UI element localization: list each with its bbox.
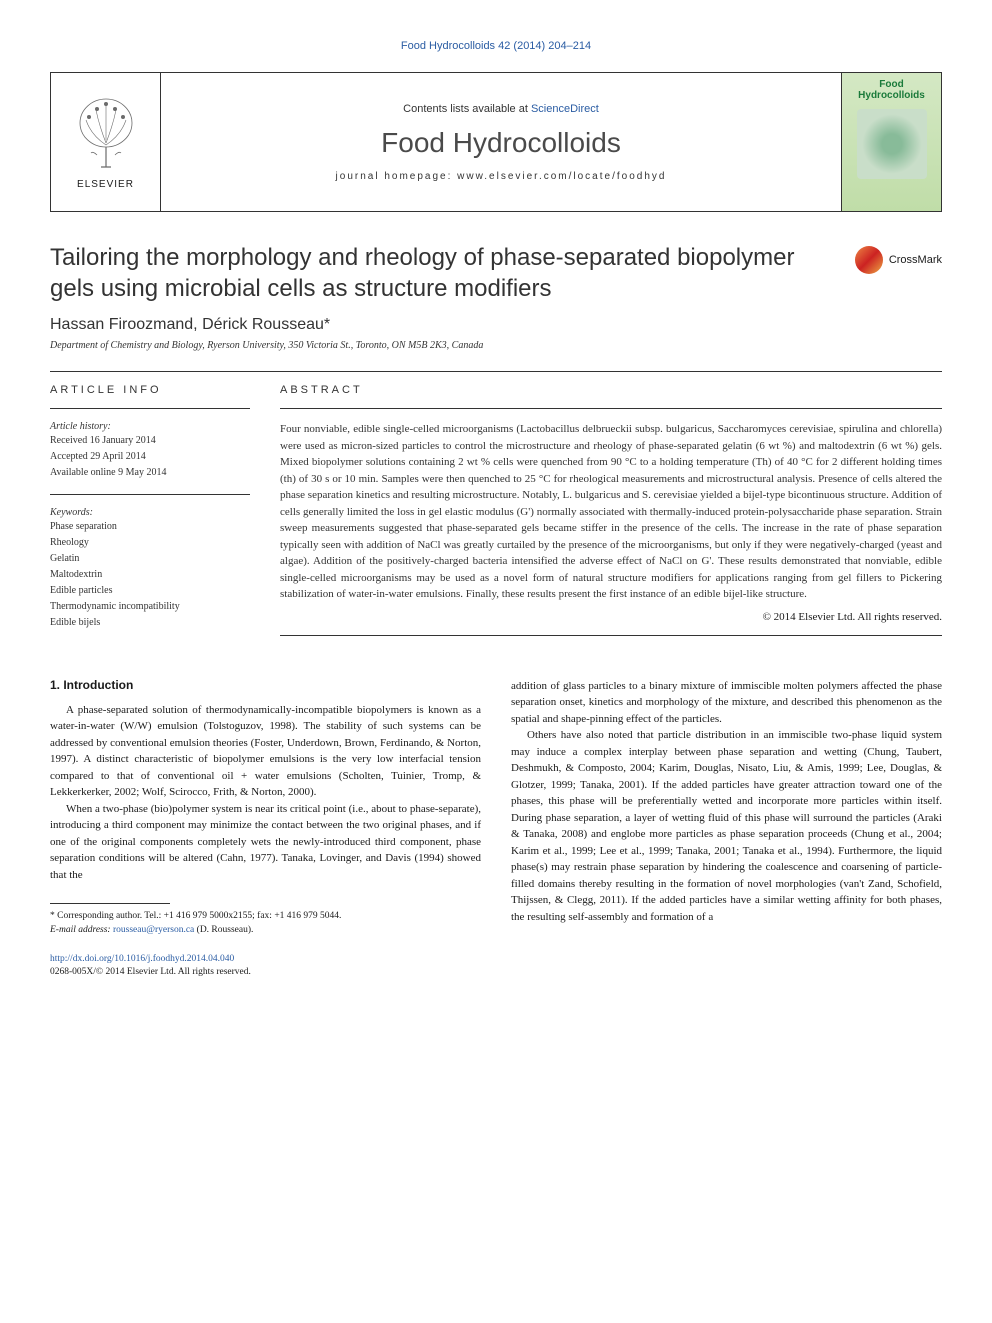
- email-label: E-mail address:: [50, 925, 113, 935]
- abstract-heading: ABSTRACT: [280, 384, 942, 396]
- divider: [50, 371, 942, 372]
- corresponding-author-footnote: * Corresponding author. Tel.: +1 416 979…: [50, 910, 481, 937]
- keyword: Rheology: [50, 536, 250, 550]
- abstract-copyright: © 2014 Elsevier Ltd. All rights reserved…: [280, 611, 942, 623]
- keyword: Edible particles: [50, 584, 250, 598]
- article-history-block: Article history: Received 16 January 201…: [50, 421, 250, 480]
- email-link[interactable]: rousseau@ryerson.ca: [113, 925, 194, 935]
- abstract-text: Four nonviable, edible single-celled mic…: [280, 421, 942, 603]
- article-info-heading: ARTICLE INFO: [50, 384, 250, 396]
- received-date: Received 16 January 2014: [50, 434, 250, 448]
- info-abstract-row: ARTICLE INFO Article history: Received 1…: [50, 384, 942, 648]
- divider: [280, 635, 942, 636]
- keywords-label: Keywords:: [50, 507, 250, 518]
- cover-image: [857, 109, 927, 179]
- authors: Hassan Firoozmand, Dérick Rousseau*: [50, 316, 942, 334]
- crossmark-label: CrossMark: [889, 254, 942, 266]
- body-paragraph: When a two-phase (bio)polymer system is …: [50, 801, 481, 884]
- history-label: Article history:: [50, 421, 250, 432]
- abstract-column: ABSTRACT Four nonviable, edible single-c…: [280, 384, 942, 648]
- keyword: Thermodynamic incompatibility: [50, 600, 250, 614]
- issn-line: 0268-005X/© 2014 Elsevier Ltd. All right…: [50, 966, 481, 979]
- body-left-column: 1. Introduction A phase-separated soluti…: [50, 678, 481, 980]
- divider: [280, 408, 942, 409]
- accepted-date: Accepted 29 April 2014: [50, 450, 250, 464]
- contents-prefix: Contents lists available at: [403, 103, 531, 115]
- journal-citation[interactable]: Food Hydrocolloids 42 (2014) 204–214: [50, 40, 942, 52]
- page-footer: http://dx.doi.org/10.1016/j.foodhyd.2014…: [50, 953, 481, 980]
- sciencedirect-link[interactable]: ScienceDirect: [531, 103, 599, 115]
- section-heading-introduction: 1. Introduction: [50, 678, 481, 692]
- email-suffix: (D. Rousseau).: [194, 925, 253, 935]
- available-date: Available online 9 May 2014: [50, 466, 250, 480]
- elsevier-tree-icon: [71, 95, 141, 175]
- article-title: Tailoring the morphology and rheology of…: [50, 242, 835, 304]
- keyword: Maltodextrin: [50, 568, 250, 582]
- header-center: Contents lists available at ScienceDirec…: [161, 73, 841, 211]
- body-paragraph: A phase-separated solution of thermodyna…: [50, 702, 481, 801]
- title-row: Tailoring the morphology and rheology of…: [50, 242, 942, 304]
- article-info-column: ARTICLE INFO Article history: Received 1…: [50, 384, 250, 648]
- contents-lists-line: Contents lists available at ScienceDirec…: [403, 103, 599, 115]
- keyword: Gelatin: [50, 552, 250, 566]
- divider: [50, 494, 250, 495]
- journal-name: Food Hydrocolloids: [381, 127, 621, 159]
- divider: [50, 408, 250, 409]
- body-right-column: addition of glass particles to a binary …: [511, 678, 942, 980]
- corr-author-line: * Corresponding author. Tel.: +1 416 979…: [50, 910, 481, 923]
- journal-header: ELSEVIER Contents lists available at Sci…: [50, 72, 942, 212]
- keywords-block: Keywords: Phase separation Rheology Gela…: [50, 507, 250, 630]
- body-columns: 1. Introduction A phase-separated soluti…: [50, 678, 942, 980]
- elsevier-logo[interactable]: ELSEVIER: [51, 73, 161, 211]
- elsevier-label: ELSEVIER: [77, 179, 134, 190]
- body-paragraph: Others have also noted that particle dis…: [511, 727, 942, 925]
- keyword: Phase separation: [50, 520, 250, 534]
- cover-title: Food Hydrocolloids: [848, 79, 935, 101]
- crossmark-icon: [855, 246, 883, 274]
- journal-cover[interactable]: Food Hydrocolloids: [841, 73, 941, 211]
- journal-homepage[interactable]: journal homepage: www.elsevier.com/locat…: [336, 171, 667, 182]
- doi-link[interactable]: http://dx.doi.org/10.1016/j.foodhyd.2014…: [50, 954, 234, 964]
- affiliation: Department of Chemistry and Biology, Rye…: [50, 340, 942, 351]
- body-paragraph: addition of glass particles to a binary …: [511, 678, 942, 728]
- crossmark-badge[interactable]: CrossMark: [855, 246, 942, 274]
- keyword: Edible bijels: [50, 616, 250, 630]
- footnote-separator: [50, 903, 170, 904]
